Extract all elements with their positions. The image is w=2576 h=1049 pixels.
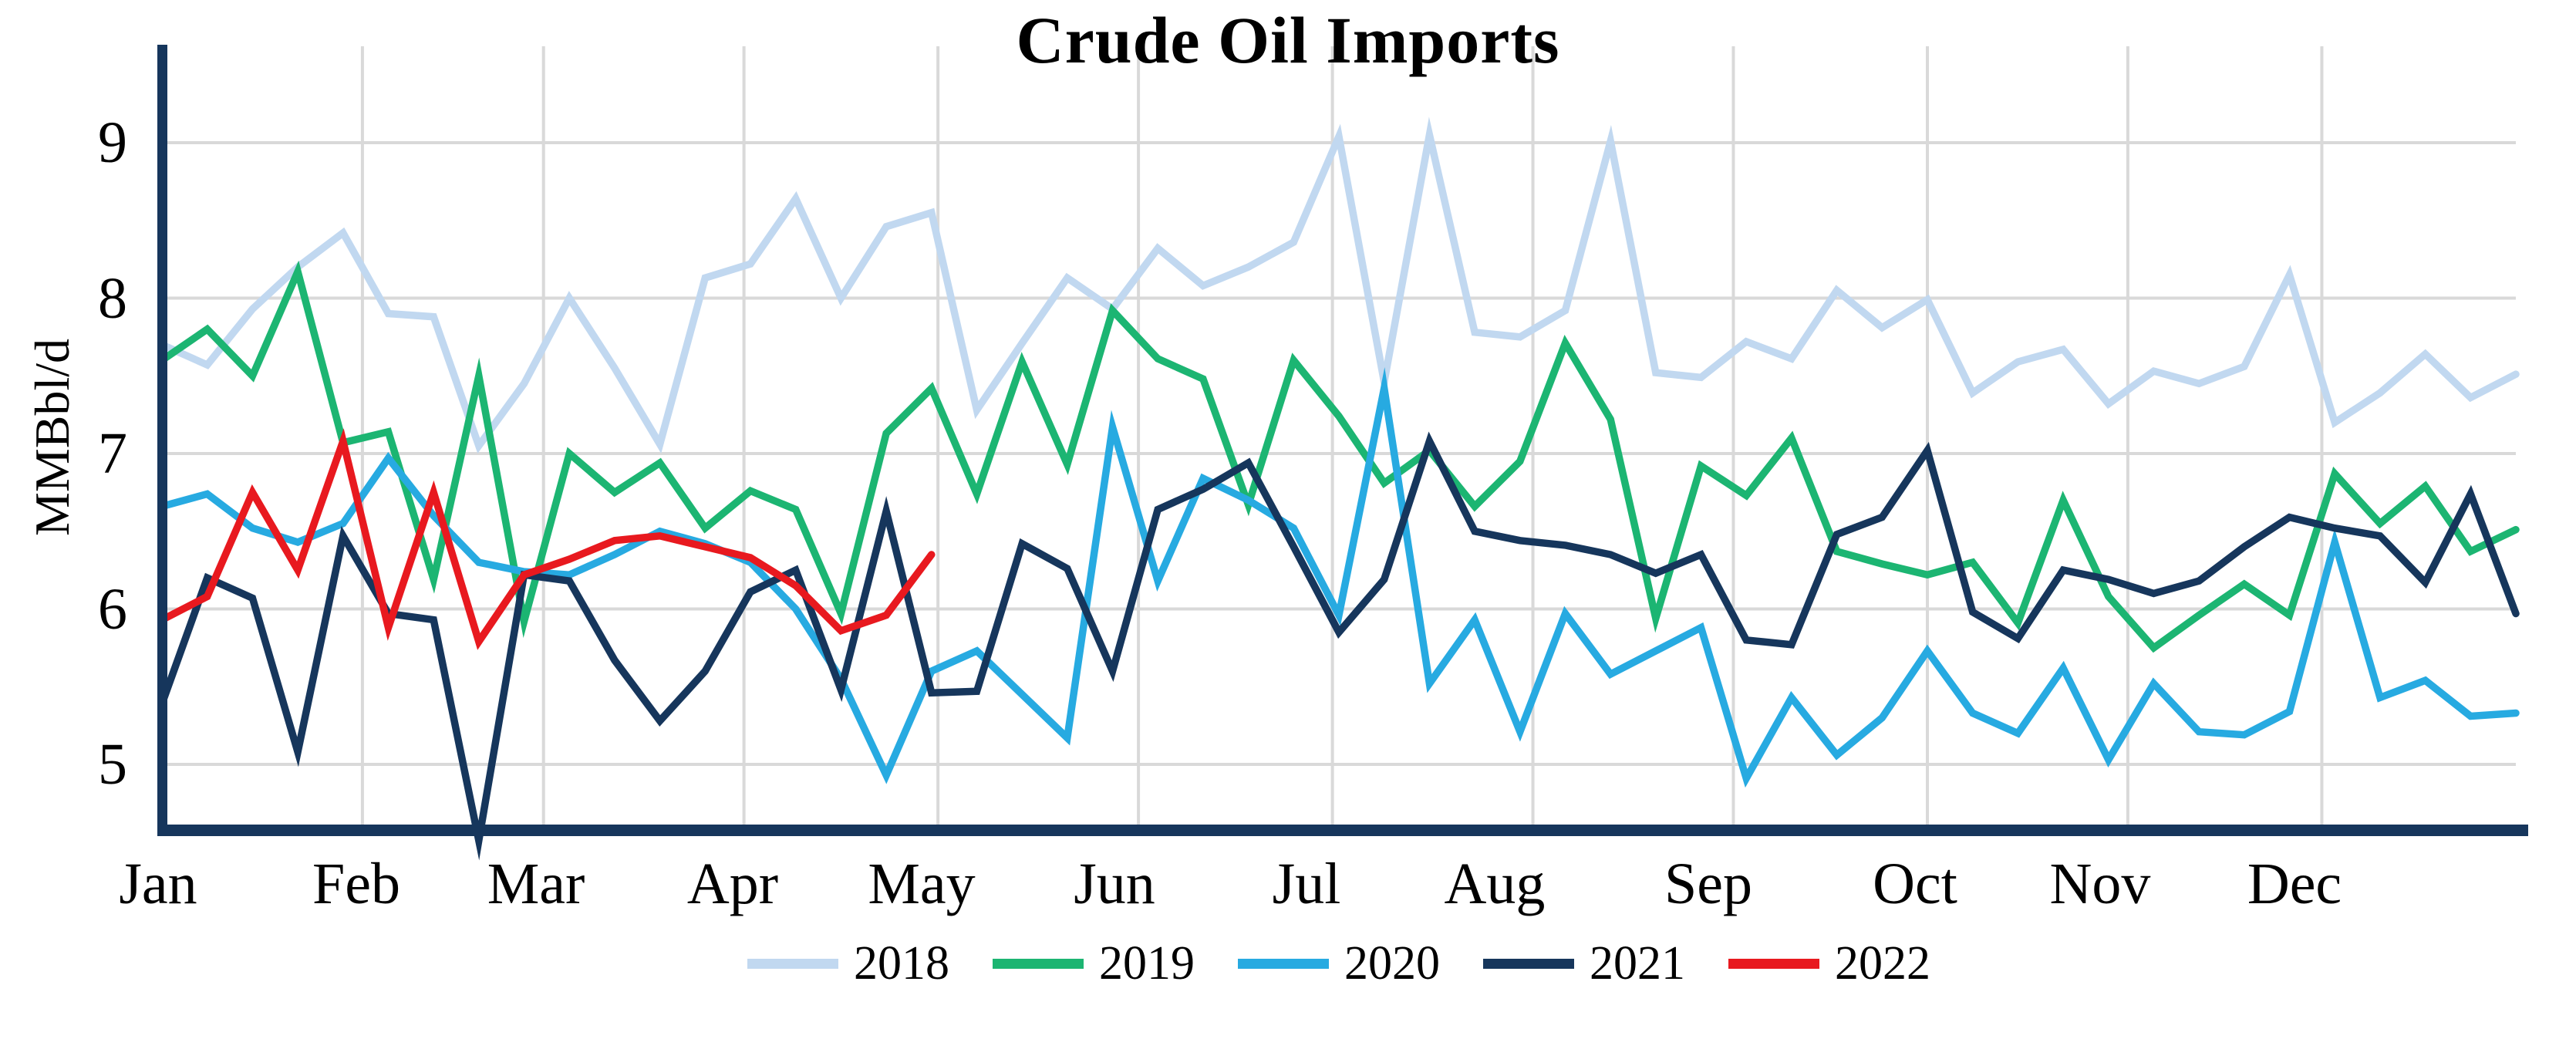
legend-item-2022: 2022	[1728, 939, 1930, 987]
series-line-2021	[158, 431, 2520, 861]
y-axis-spine	[157, 45, 167, 836]
y-tick-label-6: 6	[98, 576, 127, 642]
x-tick-label-Aug: Aug	[1444, 852, 1546, 916]
x-tick-label-May: May	[868, 852, 976, 916]
legend-label-2021: 2021	[1590, 937, 1685, 990]
legend-swatch-2022	[1728, 958, 1819, 969]
y-tick-label-9: 9	[98, 110, 127, 175]
legend-item-2021: 2021	[1483, 939, 1685, 987]
x-tick-label-Nov: Nov	[2049, 852, 2151, 916]
series-line-2018	[158, 116, 2520, 454]
series-line-2022	[158, 428, 936, 650]
x-tick-label-Oct: Oct	[1873, 852, 1957, 916]
x-axis-spine	[157, 825, 2528, 836]
x-tick-label-Feb: Feb	[312, 852, 400, 916]
x-tick-label-Sep: Sep	[1664, 852, 1752, 916]
series-line-2020	[158, 367, 2520, 788]
x-tick-label-Apr: Apr	[686, 852, 779, 916]
legend-swatch-2021	[1483, 958, 1574, 969]
legend-swatch-2018	[747, 958, 838, 969]
legend-swatch-2020	[1238, 958, 1329, 969]
x-tick-label-Jun: Jun	[1074, 852, 1155, 916]
y-tick-label-7: 7	[98, 421, 127, 486]
legend-swatch-2019	[993, 958, 1084, 969]
y-tick-label-5: 5	[98, 732, 127, 797]
series-line-2019	[158, 260, 2520, 653]
legend-label-2022: 2022	[1835, 937, 1930, 990]
legend-label-2019: 2019	[1099, 937, 1195, 990]
legend-label-2020: 2020	[1344, 937, 1440, 990]
chart-title: Crude Oil Imports	[1016, 3, 1560, 77]
x-tick-label-Mar: Mar	[487, 852, 585, 916]
y-tick-label-8: 8	[98, 265, 127, 331]
legend-item-2018: 2018	[747, 939, 949, 987]
x-tick-label-Jul: Jul	[1272, 852, 1341, 916]
legend-label-2018: 2018	[854, 937, 949, 990]
x-tick-label-Jan: Jan	[119, 852, 197, 916]
x-tick-label-Dec: Dec	[2247, 852, 2342, 916]
legend-item-2019: 2019	[993, 939, 1195, 987]
legend-item-2020: 2020	[1238, 939, 1440, 987]
legend: 2018 2019 2020 2021 2022	[51, 939, 2576, 987]
